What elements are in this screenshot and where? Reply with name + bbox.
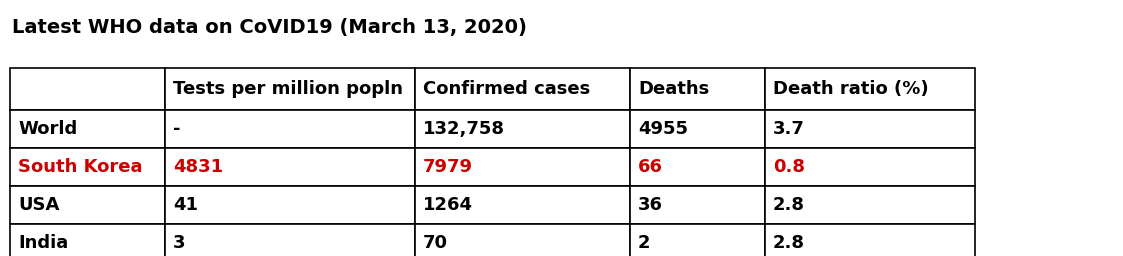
Bar	[765, 68, 975, 110]
Bar	[630, 186, 765, 224]
Text: Deaths: Deaths	[638, 80, 710, 98]
Text: South Korea: South Korea	[18, 158, 143, 176]
Bar	[630, 110, 765, 148]
Text: 41: 41	[173, 196, 198, 214]
Bar	[630, 148, 765, 186]
Bar	[630, 224, 765, 256]
Bar	[765, 224, 975, 256]
Text: 66: 66	[638, 158, 663, 176]
Bar	[416, 148, 630, 186]
Text: 3: 3	[173, 234, 185, 252]
Text: Death ratio (%): Death ratio (%)	[773, 80, 929, 98]
Bar	[10, 224, 165, 256]
Text: 36: 36	[638, 196, 663, 214]
Text: 4955: 4955	[638, 120, 688, 138]
Bar	[165, 110, 416, 148]
Bar	[10, 110, 165, 148]
Text: 2.8: 2.8	[773, 234, 805, 252]
Bar	[10, 68, 165, 110]
Bar	[165, 68, 416, 110]
Bar	[416, 110, 630, 148]
Bar	[165, 148, 416, 186]
Bar	[416, 186, 630, 224]
Text: -: -	[173, 120, 181, 138]
Text: Latest WHO data on CoVID19 (March 13, 2020): Latest WHO data on CoVID19 (March 13, 20…	[12, 18, 527, 37]
Bar	[10, 148, 165, 186]
Text: 3.7: 3.7	[773, 120, 805, 138]
Text: India: India	[18, 234, 69, 252]
Bar	[765, 148, 975, 186]
Text: 0.8: 0.8	[773, 158, 805, 176]
Text: World: World	[18, 120, 77, 138]
Bar	[765, 110, 975, 148]
Text: 7979: 7979	[423, 158, 473, 176]
Text: USA: USA	[18, 196, 60, 214]
Bar	[10, 186, 165, 224]
Text: 70: 70	[423, 234, 448, 252]
Bar	[416, 68, 630, 110]
Text: 2: 2	[638, 234, 650, 252]
Bar	[416, 224, 630, 256]
Text: Confirmed cases: Confirmed cases	[423, 80, 591, 98]
Bar	[765, 186, 975, 224]
Bar	[630, 68, 765, 110]
Bar	[165, 224, 416, 256]
Text: 2.8: 2.8	[773, 196, 805, 214]
Bar	[165, 186, 416, 224]
Text: Tests per million popln: Tests per million popln	[173, 80, 403, 98]
Text: 4831: 4831	[173, 158, 223, 176]
Text: 1264: 1264	[423, 196, 473, 214]
Text: 132,758: 132,758	[423, 120, 505, 138]
